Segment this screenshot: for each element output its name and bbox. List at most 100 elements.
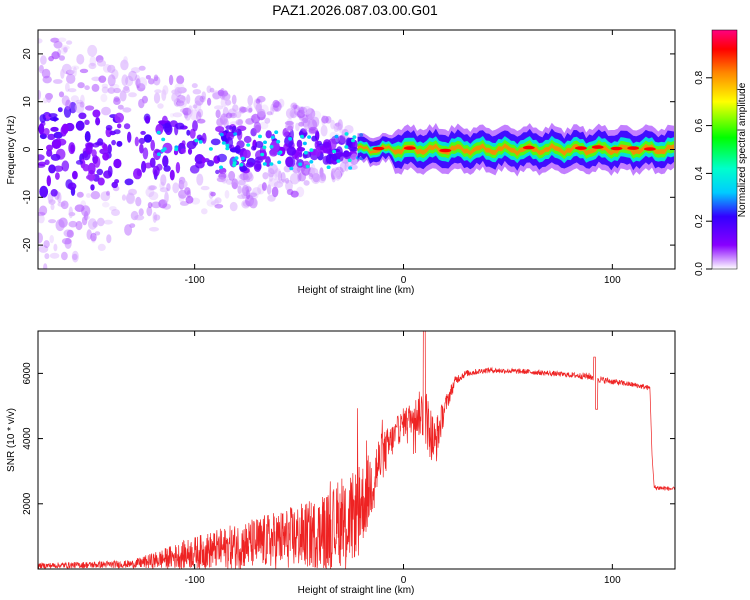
spectral-blob — [222, 106, 229, 118]
spectral-blob — [333, 125, 339, 133]
spectral-blob — [57, 107, 63, 113]
spectral-blob — [79, 101, 85, 108]
spectral-peak — [262, 162, 267, 166]
spectral-blob — [244, 172, 254, 182]
spectral-blob — [158, 120, 167, 125]
spectral-blob — [100, 191, 111, 202]
spectral-blob — [113, 129, 121, 135]
spectral-blob — [290, 190, 299, 198]
spectral-blob — [210, 201, 216, 206]
spectral-blob — [86, 229, 92, 240]
spectral-blob — [338, 122, 344, 134]
spectral-blob — [91, 235, 96, 244]
spectral-blob — [225, 125, 233, 130]
spectral-blob — [245, 189, 251, 200]
spectral-blob — [120, 59, 129, 71]
snr-y-tick-label: 6000 — [22, 362, 33, 385]
spectral-peak — [305, 164, 310, 169]
spectral-blob — [293, 104, 301, 116]
spectral-blob — [231, 178, 239, 190]
spectral-blob — [330, 119, 335, 130]
spectral-hotspot — [403, 146, 416, 150]
spectral-blob — [218, 167, 227, 174]
spectral-blob — [106, 234, 112, 244]
spectral-blob — [102, 143, 108, 151]
spectral-peak — [288, 137, 293, 141]
snr-x-tick-label: 100 — [604, 575, 621, 586]
spectral-peak — [232, 160, 237, 165]
spectral-blob — [72, 253, 78, 261]
spectral-blob — [239, 106, 248, 113]
spectral-peak — [336, 159, 341, 163]
spectral-blob — [180, 108, 190, 113]
spectral-blob — [134, 136, 139, 147]
spectral-blob — [290, 111, 298, 119]
spectral-blob — [150, 139, 155, 151]
spectral-blob — [231, 125, 237, 134]
spectral-blob — [201, 208, 208, 215]
spectral-blob — [56, 138, 67, 146]
spectral-blob — [269, 140, 280, 153]
spectral-blob — [344, 161, 349, 172]
spectral-blob — [214, 204, 224, 209]
spectral-blob — [285, 156, 296, 168]
spectral-blob — [117, 123, 122, 129]
spectral-peak — [208, 147, 213, 151]
spectral-blob — [65, 99, 72, 110]
spectral-blob — [220, 98, 227, 108]
spectral-blob — [96, 168, 104, 176]
spectral-blob — [49, 117, 59, 122]
spectral-blob — [50, 153, 61, 161]
spectral-blob — [267, 194, 276, 202]
spectral-blob — [210, 191, 216, 197]
spectral-blob — [63, 46, 68, 53]
spectral-blob — [92, 109, 101, 118]
spectral-blob — [74, 101, 85, 114]
spectral-blob — [138, 208, 144, 216]
spectral-blob — [311, 173, 321, 185]
spectral-blob — [251, 113, 261, 124]
spectral-blob — [349, 153, 359, 165]
snr-series-line — [38, 331, 675, 569]
spectral-blob — [46, 175, 51, 187]
spectral-blob — [191, 83, 198, 89]
spectral-blob — [186, 140, 197, 150]
spectral-blob — [232, 182, 238, 189]
spectral-blob — [50, 37, 60, 43]
spectral-blob — [255, 141, 264, 148]
colorbar-tick-label: 0.4 — [694, 166, 705, 180]
spectral-blob — [38, 214, 45, 224]
colorbar-label: Normalized spectral amplitude — [737, 82, 748, 217]
spectral-blob — [219, 88, 226, 100]
spectral-blob — [159, 187, 169, 193]
spectral-blob — [79, 68, 89, 74]
spectral-blob — [102, 201, 110, 208]
spectral-blob — [276, 179, 287, 184]
spectral-blob — [84, 119, 90, 126]
spectral-peak — [352, 135, 357, 139]
spectral-blob — [71, 250, 79, 263]
spectral-hotspot — [610, 146, 623, 151]
spectrogram-x-tick-label: 100 — [604, 275, 621, 286]
spectral-blob — [85, 105, 95, 111]
spectral-blob — [88, 62, 97, 70]
spectral-blob — [209, 87, 215, 93]
spectral-blob — [107, 165, 113, 177]
spectral-blob — [38, 232, 43, 244]
spectral-blob — [63, 229, 73, 238]
spectral-blob — [66, 40, 73, 45]
spectral-blob — [60, 47, 67, 55]
spectral-blob — [91, 149, 97, 158]
spectral-blob — [50, 126, 59, 132]
spectral-blob — [49, 252, 60, 259]
spectral-peak — [344, 145, 349, 149]
spectral-blob — [310, 163, 316, 175]
spectral-blob — [287, 125, 293, 131]
spectral-blob — [253, 160, 262, 172]
spectral-blob — [289, 109, 298, 119]
spectral-blob — [303, 180, 310, 186]
spectral-blob — [248, 197, 258, 209]
colorbar-tick-label: 0.6 — [694, 118, 705, 132]
spectral-blob — [159, 181, 165, 190]
